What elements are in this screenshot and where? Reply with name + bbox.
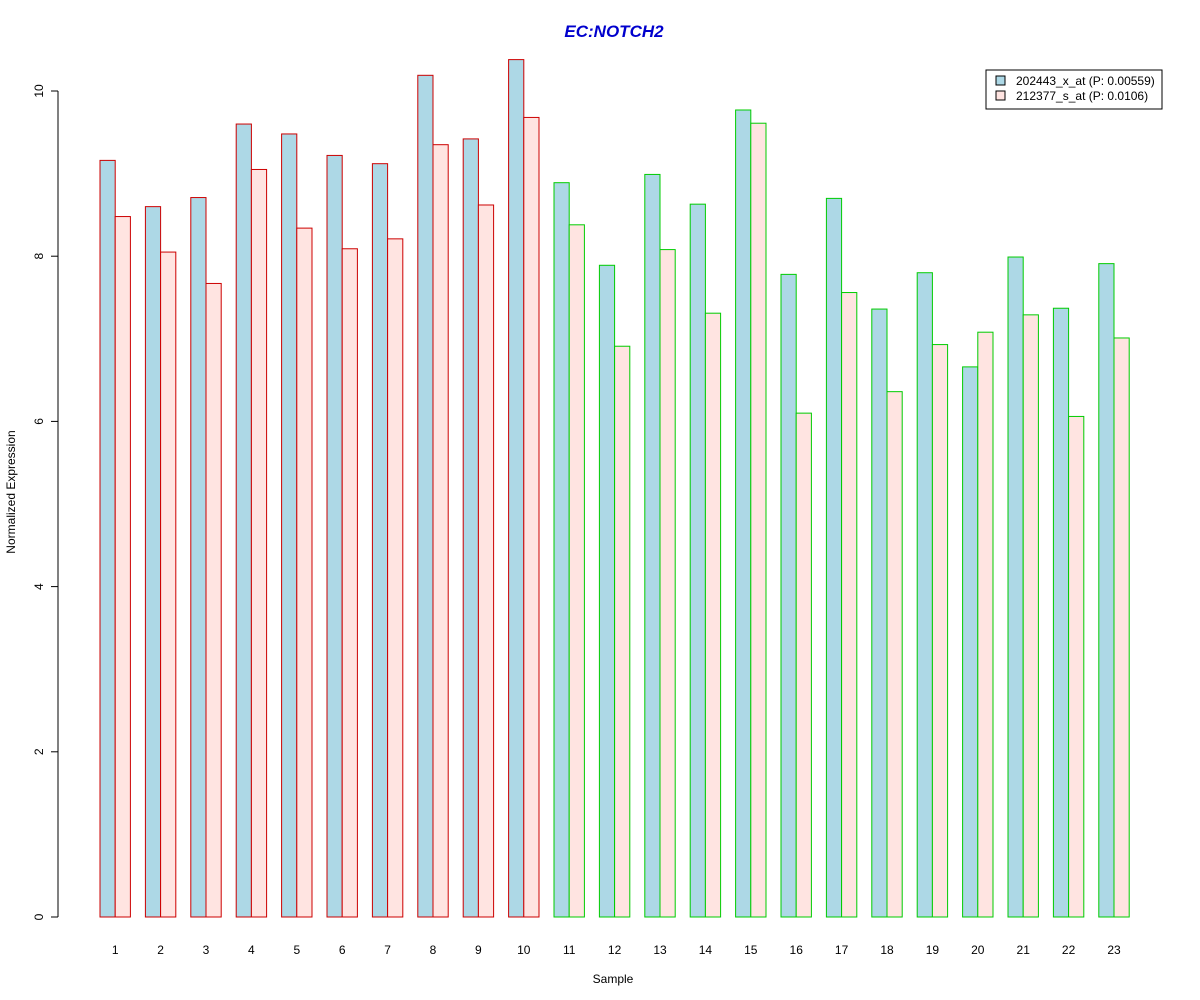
bar-series2-sample-3 bbox=[205, 282, 222, 918]
bar-series1-sample-17 bbox=[825, 197, 843, 918]
x-tick-label: 22 bbox=[1062, 943, 1076, 957]
bar-series1-sample-18 bbox=[871, 308, 888, 918]
x-tick-label: 14 bbox=[699, 943, 713, 957]
bar-series1-sample-10 bbox=[508, 59, 525, 918]
bar-series1-sample-20 bbox=[962, 366, 979, 918]
y-tick-label: 2 bbox=[32, 748, 46, 755]
legend-label: 212377_s_at (P: 0.0106) bbox=[1016, 89, 1148, 103]
x-tick-labels: 1 2 3 4 5 6 7 8 9 10 11 12 13 14 15 16 17 18 19 20 21 22 23 bbox=[112, 943, 1121, 957]
x-tick-label: 1 bbox=[112, 943, 119, 957]
x-tick-label: 2 bbox=[157, 943, 164, 957]
y-tick-label: 10 bbox=[32, 84, 46, 98]
bar-series1-sample-5 bbox=[281, 133, 298, 918]
bar-series1-sample-21 bbox=[1007, 256, 1024, 918]
bar-series2-sample-20 bbox=[977, 331, 994, 918]
bar-series2-sample-1 bbox=[114, 216, 131, 918]
bar-series1-sample-12 bbox=[598, 264, 616, 918]
x-tick-label: 17 bbox=[835, 943, 849, 957]
x-tick-label: 5 bbox=[293, 943, 300, 957]
x-tick-label: 4 bbox=[248, 943, 255, 957]
bar-series1-sample-1 bbox=[99, 159, 116, 918]
y-tick-label: 0 bbox=[32, 913, 46, 920]
y-axis: 0 2 4 6 8 10 bbox=[32, 84, 59, 920]
bars-group bbox=[99, 59, 1130, 918]
bar-series2-sample-15 bbox=[750, 122, 767, 918]
bar-series2-sample-17 bbox=[841, 292, 858, 918]
x-tick-label: 23 bbox=[1107, 943, 1121, 957]
bar-series2-sample-12 bbox=[614, 345, 631, 918]
bar-series2-sample-4 bbox=[250, 168, 268, 918]
bar-series1-sample-2 bbox=[144, 206, 162, 918]
x-tick-label: 8 bbox=[430, 943, 437, 957]
bar-series1-sample-22 bbox=[1052, 307, 1070, 918]
bar-series1-sample-13 bbox=[644, 173, 661, 918]
y-tick-label: 8 bbox=[32, 253, 46, 260]
bar-series2-sample-8 bbox=[432, 144, 449, 918]
bar-series1-sample-9 bbox=[462, 138, 479, 918]
chart-title: EC:NOTCH2 bbox=[564, 22, 664, 41]
bar-series1-sample-19 bbox=[916, 272, 933, 918]
bar-series2-sample-2 bbox=[160, 251, 177, 918]
legend-swatch bbox=[995, 75, 1006, 86]
x-tick-label: 11 bbox=[563, 943, 576, 957]
bar-series2-sample-18 bbox=[886, 391, 903, 918]
x-tick-label: 19 bbox=[926, 943, 940, 957]
legend-box bbox=[985, 69, 1163, 110]
x-tick-label: 3 bbox=[203, 943, 210, 957]
bar-series2-sample-19 bbox=[931, 344, 949, 918]
x-tick-label: 16 bbox=[790, 943, 804, 957]
bar-series1-sample-8 bbox=[417, 74, 434, 918]
bar-series1-sample-3 bbox=[190, 197, 207, 918]
bar-series2-sample-13 bbox=[659, 249, 676, 918]
x-tick-label: 21 bbox=[1017, 943, 1031, 957]
bar-series2-sample-10 bbox=[523, 116, 540, 918]
bar-series2-sample-7 bbox=[387, 238, 404, 918]
x-tick-label: 9 bbox=[475, 943, 482, 957]
bar-series1-sample-7 bbox=[371, 163, 389, 918]
bar-series1-sample-11 bbox=[553, 182, 570, 918]
bar-series2-sample-16 bbox=[795, 412, 812, 918]
bar-series2-sample-22 bbox=[1068, 415, 1085, 918]
legend-label: 202443_x_at (P: 0.00559) bbox=[1016, 74, 1155, 88]
x-tick-label: 6 bbox=[339, 943, 346, 957]
y-tick-label: 6 bbox=[32, 418, 46, 425]
x-tick-label: 20 bbox=[971, 943, 985, 957]
bar-series1-sample-4 bbox=[235, 123, 252, 918]
bar-series1-sample-16 bbox=[780, 273, 797, 918]
x-tick-label: 15 bbox=[744, 943, 758, 957]
x-axis-label: Sample bbox=[593, 972, 634, 986]
bar-series1-sample-6 bbox=[326, 154, 343, 918]
bar-series2-sample-21 bbox=[1022, 314, 1039, 918]
y-tick-label: 4 bbox=[32, 583, 46, 590]
bar-series2-sample-6 bbox=[341, 248, 358, 918]
x-tick-label: 10 bbox=[517, 943, 531, 957]
bar-series2-sample-11 bbox=[568, 224, 585, 918]
bar-series1-sample-14 bbox=[689, 203, 706, 918]
bar-series1-sample-23 bbox=[1098, 263, 1115, 918]
legend: 202443_x_at (P: 0.00559)212377_s_at (P: … bbox=[985, 69, 1163, 110]
x-tick-label: 7 bbox=[384, 943, 391, 957]
bar-series2-sample-9 bbox=[477, 204, 495, 918]
x-tick-label: 18 bbox=[880, 943, 894, 957]
bar-series2-sample-23 bbox=[1113, 337, 1130, 918]
bar-series1-sample-15 bbox=[735, 109, 752, 918]
x-tick-label: 13 bbox=[653, 943, 667, 957]
legend-swatch bbox=[995, 90, 1006, 101]
bar-series2-sample-14 bbox=[704, 312, 722, 918]
bar-series2-sample-5 bbox=[296, 227, 313, 918]
x-tick-label: 12 bbox=[608, 943, 622, 957]
y-axis-label: Normalized Expression bbox=[4, 430, 18, 553]
